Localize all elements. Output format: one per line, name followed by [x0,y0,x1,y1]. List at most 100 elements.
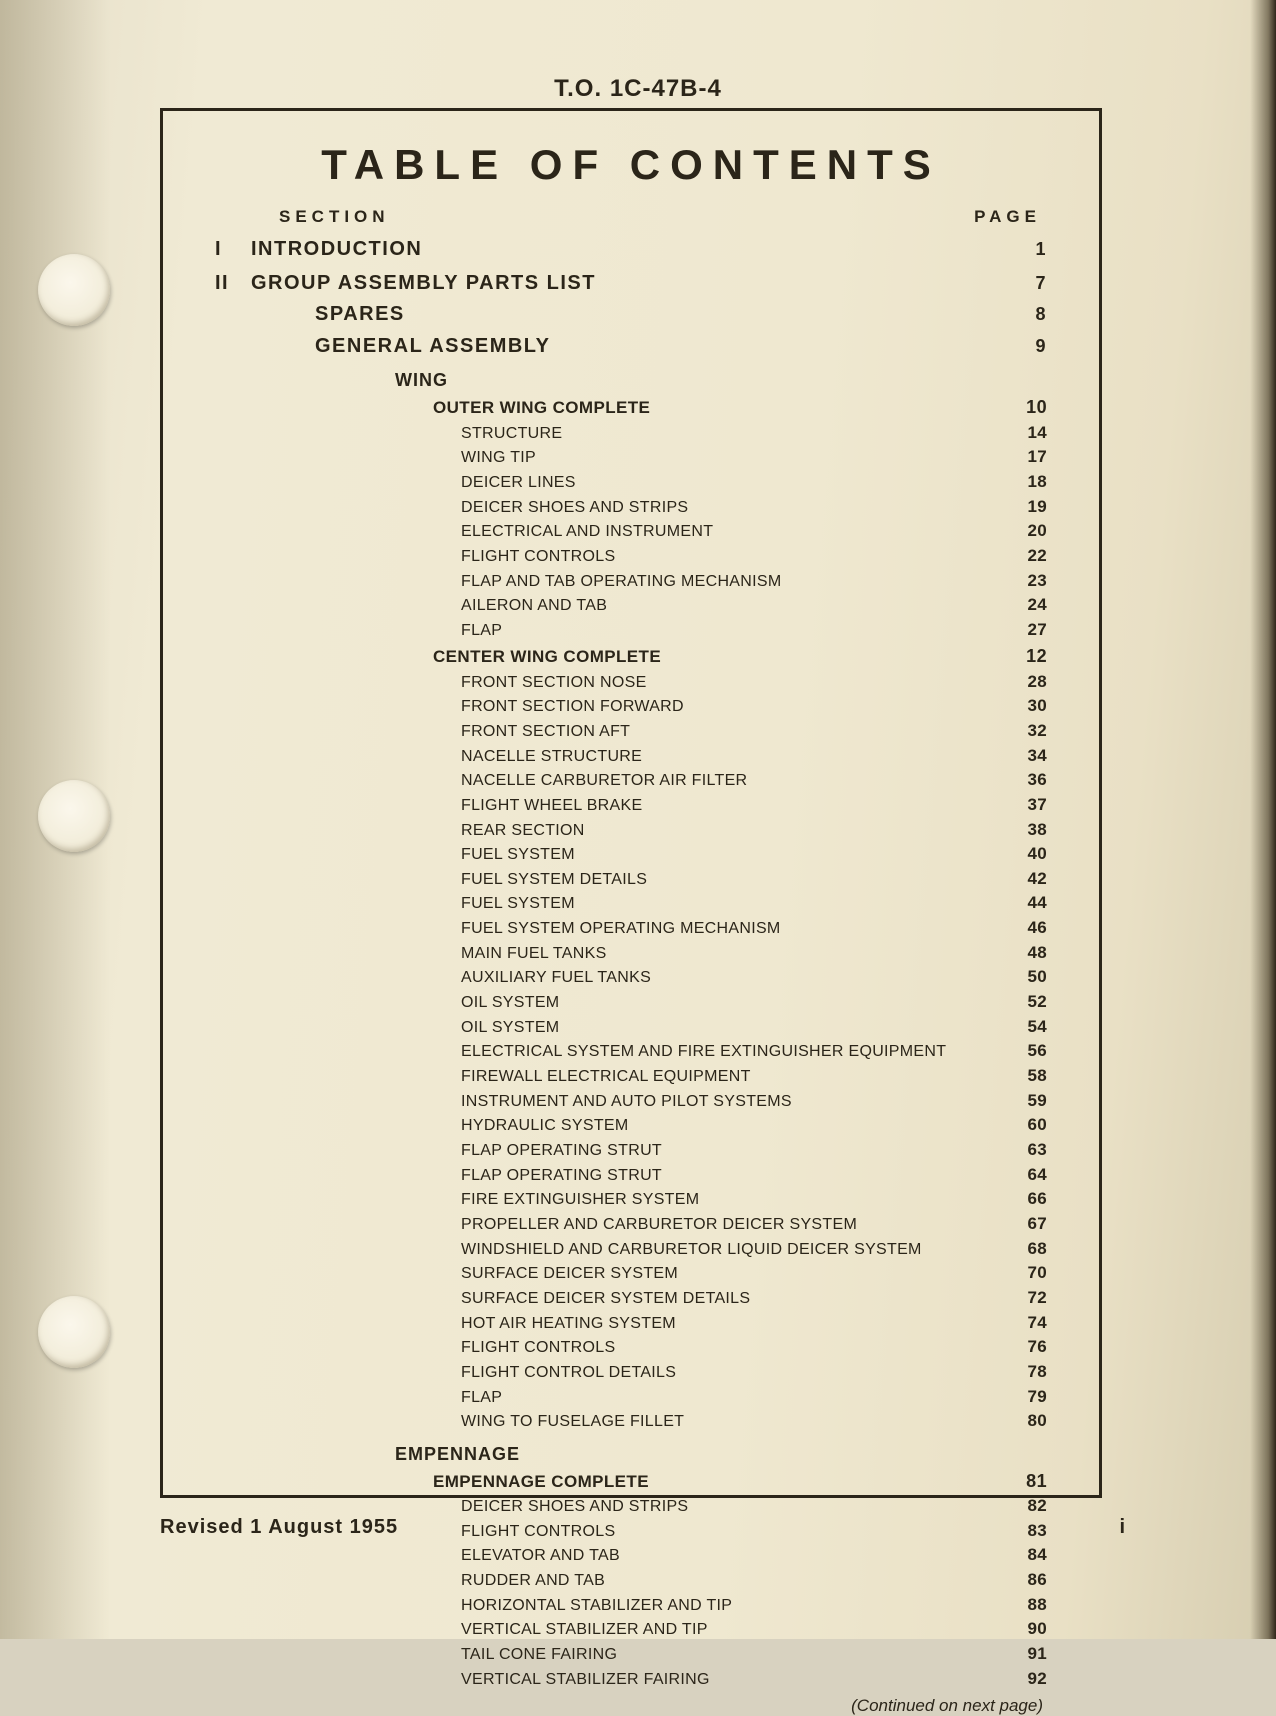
toc-page: 44 [1003,892,1047,914]
toc-row: SPARES 8 [215,302,1047,328]
toc-row: OIL SYSTEM54 [215,1016,1047,1038]
toc-page: 74 [1003,1312,1047,1334]
punch-hole [38,1296,110,1368]
toc-page: 63 [1003,1139,1047,1161]
toc-row: IINTRODUCTION1 [215,237,1047,263]
toc-label: FUEL SYSTEM [215,845,575,865]
sub-label: SPARES [315,303,405,325]
toc-row: FUEL SYSTEM44 [215,892,1047,914]
toc-row: NACELLE CARBURETOR AIR FILTER 36 [215,769,1047,791]
toc-row: DEICER LINES 18 [215,471,1047,493]
toc-row: INSTRUMENT AND AUTO PILOT SYSTEMS59 [215,1090,1047,1112]
toc-page: 70 [1003,1262,1047,1284]
toc-row: FUEL SYSTEM 40 [215,843,1047,865]
toc-page: 82 [1003,1495,1047,1517]
toc-row: EMPENNAGE [215,1443,1047,1466]
toc-page: 18 [1003,471,1047,493]
toc-label: DEICER LINES [215,473,576,493]
toc-page: 34 [1003,745,1047,767]
toc-page: 27 [1003,619,1047,641]
toc-page: 8 [1003,303,1047,326]
toc-label: FLIGHT CONTROLS [215,1338,615,1358]
toc-page: 68 [1003,1238,1047,1260]
toc-row: VERTICAL STABILIZER AND TIP90 [215,1618,1047,1640]
toc-page: 7 [1003,272,1047,295]
toc-row: FLAP AND TAB OPERATING MECHANISM 23 [215,570,1047,592]
toc-page: 48 [1003,942,1047,964]
toc-row: FLAP79 [215,1386,1047,1408]
toc-label: OUTER WING COMPLETE [215,397,650,419]
toc-row: FLAP OPERATING STRUT64 [215,1164,1047,1186]
toc-row: FUEL SYSTEM DETAILS42 [215,868,1047,890]
toc-label: FLAP [215,621,502,641]
toc-label: CENTER WING COMPLETE [215,646,661,668]
toc-label: WINDSHIELD AND CARBURETOR LIQUID DEICER … [215,1240,922,1260]
punch-hole [38,254,110,326]
toc-title: TABLE OF CONTENTS [215,141,1047,189]
toc-row: FUEL SYSTEM OPERATING MECHANISM46 [215,917,1047,939]
toc-page: 84 [1003,1544,1047,1566]
toc-label: ELEVATOR AND TAB [215,1546,620,1566]
toc-label: FLIGHT CONTROL DETAILS [215,1363,676,1383]
toc-label: FLAP AND TAB OPERATING MECHANISM [215,572,781,592]
toc-row: FRONT SECTION FORWARD30 [215,695,1047,717]
toc-row: EMPENNAGE COMPLETE81 [215,1470,1047,1493]
toc-page: 67 [1003,1213,1047,1235]
toc-label: HYDRAULIC SYSTEM [215,1116,629,1136]
toc-page: 23 [1003,570,1047,592]
toc-row: OUTER WING COMPLETE10 [215,396,1047,419]
toc-page: 19 [1003,496,1047,518]
toc-label: VERTICAL STABILIZER FAIRING [215,1670,710,1690]
toc-label: EMPENNAGE COMPLETE [215,1471,649,1493]
toc-row: WING TO FUSELAGE FILLET80 [215,1410,1047,1432]
toc-row: FLAP 27 [215,619,1047,641]
toc-page: 36 [1003,769,1047,791]
toc-label: DEICER SHOES AND STRIPS [215,1497,688,1517]
toc-label: FLIGHT WHEEL BRAKE [215,796,642,816]
toc-label: HORIZONTAL STABILIZER AND TIP [215,1596,732,1616]
toc-label: AILERON AND TAB [215,596,607,616]
continued-note: (Continued on next page) [215,1696,1047,1716]
toc-row: WINDSHIELD AND CARBURETOR LIQUID DEICER … [215,1238,1047,1260]
toc-body: IINTRODUCTION1 IIGROUP ASSEMBLY PARTS LIS… [215,237,1047,1690]
toc-row: CENTER WING COMPLETE12 [215,645,1047,668]
toc-page: 86 [1003,1569,1047,1591]
toc-label: NACELLE CARBURETOR AIR FILTER [215,771,747,791]
section-label: GROUP ASSEMBLY PARTS LIST [251,272,596,294]
toc-label: RUDDER AND TAB [215,1571,605,1591]
toc-label: FUEL SYSTEM DETAILS [215,870,647,890]
toc-page: 40 [1003,843,1047,865]
toc-label: STRUCTURE [215,424,562,444]
toc-page: 66 [1003,1188,1047,1210]
toc-label: FRONT SECTION NOSE [215,673,647,693]
toc-label: FRONT SECTION AFT [215,722,630,742]
toc-page: 90 [1003,1618,1047,1640]
section-label: INTRODUCTION [251,238,422,260]
page-footer: Revised 1 August 1955 i [160,1516,1126,1539]
toc-page: 56 [1003,1040,1047,1062]
toc-label: IINTRODUCTION [215,237,422,263]
toc-page: 72 [1003,1287,1047,1309]
col-header-section: SECTION [279,207,390,227]
toc-row: MAIN FUEL TANKS48 [215,942,1047,964]
content-frame: TABLE OF CONTENTS SECTION PAGE IINTRODUC… [160,108,1102,1498]
toc-label: TAIL CONE FAIRING [215,1645,617,1665]
toc-label: IIGROUP ASSEMBLY PARTS LIST [215,271,596,297]
toc-row: FLIGHT CONTROLS 76 [215,1336,1047,1358]
toc-page: 76 [1003,1336,1047,1358]
toc-row: FLIGHT CONTROL DETAILS78 [215,1361,1047,1383]
toc-page: 79 [1003,1386,1047,1408]
toc-row: WING TIP17 [215,446,1047,468]
toc-page: 9 [1003,335,1047,358]
toc-label: PROPELLER AND CARBURETOR DEICER SYSTEM [215,1215,857,1235]
toc-page: 24 [1003,594,1047,616]
document-number: T.O. 1C-47B-4 [0,75,1276,103]
toc-row: SURFACE DEICER SYSTEM70 [215,1262,1047,1284]
toc-row: FLAP OPERATING STRUT63 [215,1139,1047,1161]
toc-label: FIRE EXTINGUISHER SYSTEM [215,1190,699,1210]
toc-row: SURFACE DEICER SYSTEM DETAILS72 [215,1287,1047,1309]
toc-row: FIREWALL ELECTRICAL EQUIPMENT58 [215,1065,1047,1087]
toc-page: 80 [1003,1410,1047,1432]
toc-page: 17 [1003,446,1047,468]
punch-hole [38,780,110,852]
